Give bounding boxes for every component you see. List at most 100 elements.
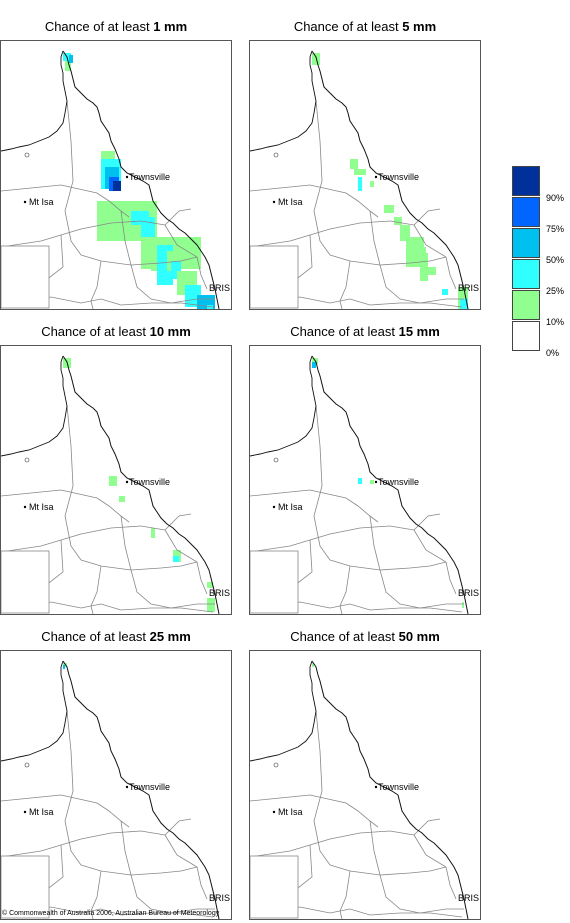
city-label-mt-isa: Mt Isa <box>278 502 303 512</box>
district-border <box>413 834 447 868</box>
rainfall-cell <box>201 301 207 309</box>
city-label-townsville: Townsville <box>129 782 170 792</box>
inset-box <box>250 855 299 919</box>
district-border <box>120 210 132 266</box>
district-border <box>413 529 447 563</box>
city-label-mt-isa: Mt Isa <box>29 197 54 207</box>
city-label-townsville: Townsville <box>378 782 419 792</box>
district-border <box>90 260 102 309</box>
map-frame: Townsville Mt Isa BRIS <box>249 40 481 310</box>
legend-swatch-90 <box>512 166 540 196</box>
district-border <box>64 100 82 256</box>
inset-box <box>1 855 50 919</box>
rainfall-cell <box>141 217 155 237</box>
queensland-map: Townsville Mt Isa BRIS <box>250 355 479 614</box>
legend-label-25: 25% <box>546 286 565 296</box>
district-border <box>250 830 415 858</box>
coastline <box>311 355 469 614</box>
rainfall-cell <box>69 55 73 63</box>
map-frame: Townsville Mt Isa BRIS <box>0 345 232 615</box>
district-border <box>120 515 132 571</box>
panel-title: Chance of at least 5 mm <box>293 19 437 34</box>
coastline <box>311 50 469 309</box>
city-label-brisbane: BRIS <box>209 283 230 293</box>
district-border <box>80 559 198 571</box>
coastline <box>62 50 220 309</box>
district-border <box>164 513 192 531</box>
district-border <box>1 220 166 248</box>
city-label-mt-isa: Mt Isa <box>29 807 54 817</box>
legend-swatch-75 <box>512 197 540 227</box>
district-border <box>1 830 166 858</box>
district-border <box>313 710 331 866</box>
city-label-townsville: Townsville <box>129 477 170 487</box>
district-border <box>339 260 351 309</box>
city-label-brisbane: BRIS <box>458 283 479 293</box>
panel-title: Chance of at least 50 mm <box>290 629 440 644</box>
city-label-brisbane: BRIS <box>209 588 230 598</box>
mt-isa-marker <box>272 810 276 814</box>
district-border <box>130 264 215 304</box>
district-border <box>413 818 441 836</box>
rainfall-cell <box>207 582 213 588</box>
district-border <box>64 710 82 866</box>
district-border <box>250 489 379 523</box>
district-border <box>329 254 447 266</box>
district-border <box>339 565 351 614</box>
mt-isa-marker <box>23 810 27 814</box>
legend-label-90: 90% <box>546 193 565 203</box>
mt-isa-marker <box>272 505 276 509</box>
townsville-marker <box>374 785 378 789</box>
legend-swatch-10 <box>512 290 540 320</box>
island-icon <box>24 457 30 463</box>
island-icon <box>273 762 279 768</box>
district-border <box>369 820 381 876</box>
gulf-coastline <box>1 355 68 457</box>
district-border <box>64 405 82 561</box>
rainfall-cell <box>406 237 424 267</box>
rainfall-cell <box>462 602 464 608</box>
rainfall-cell <box>400 225 410 241</box>
district-border <box>250 794 379 828</box>
district-border <box>329 559 447 571</box>
coastline <box>311 660 469 919</box>
island-icon <box>24 152 30 158</box>
mt-isa-marker <box>23 200 27 204</box>
queensland-map: Townsville Mt Isa BRIS <box>1 660 230 919</box>
district-border <box>164 834 198 868</box>
district-border <box>80 254 198 266</box>
panel-title: Chance of at least 10 mm <box>41 324 191 339</box>
district-border <box>196 256 208 290</box>
rainfall-probability-layer <box>63 663 67 669</box>
coastline <box>62 660 220 919</box>
district-border <box>329 864 447 876</box>
townsville-marker <box>125 480 129 484</box>
district-border <box>445 561 457 595</box>
district-border <box>196 866 208 900</box>
district-border <box>413 513 441 531</box>
district-border <box>1 184 130 218</box>
island-icon <box>273 457 279 463</box>
district-border <box>196 561 208 595</box>
inset-box <box>250 245 299 309</box>
rainfall-cell <box>173 556 179 562</box>
district-border <box>120 820 132 876</box>
district-border <box>130 569 215 609</box>
rainfall-cell <box>420 253 428 281</box>
rainfall-cell <box>358 478 362 484</box>
gulf-coastline <box>250 660 317 762</box>
rainfall-cell <box>370 480 374 484</box>
district-border <box>250 525 415 553</box>
district-border <box>313 405 331 561</box>
legend-swatch-50 <box>512 228 540 258</box>
rainfall-cell <box>119 496 125 502</box>
inset-box <box>1 550 50 614</box>
district-border <box>80 864 198 876</box>
island-icon <box>24 762 30 768</box>
district-border <box>164 208 192 226</box>
district-border <box>90 870 102 919</box>
rainfall-cell <box>171 261 181 279</box>
rainfall-cell <box>460 299 468 309</box>
inset-box <box>1 245 50 309</box>
city-label-mt-isa: Mt Isa <box>278 807 303 817</box>
